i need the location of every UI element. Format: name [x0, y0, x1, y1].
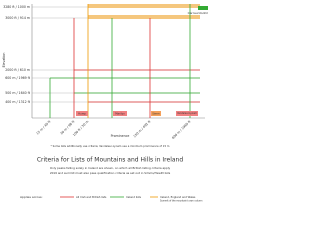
y-label: 2000 ft / 610 m	[5, 68, 30, 72]
criteria-lines: Carrauntoohil	[49, 4, 209, 118]
x-axis-title: Prominence	[111, 134, 130, 138]
peak-label: Carrauntoohil	[188, 11, 209, 15]
y-label: 3000 ft / 914 m	[5, 16, 30, 20]
diagram: Elevation 3280 ft / 1000 m 3000 ft / 914…	[2, 4, 209, 203]
legend: Applies across: All Irish and British li…	[20, 195, 203, 203]
y-label: 3280 ft / 1000 m	[3, 5, 30, 9]
legend-label: Ireland lists	[126, 195, 142, 199]
list-label: Marilyn	[115, 112, 125, 116]
peak-marker	[198, 6, 208, 10]
y-label: 500 m / 1640 ft	[5, 91, 30, 95]
y-axis-title: Elevation	[2, 53, 6, 68]
list-label: Simm	[152, 112, 160, 116]
legend-label: Ireland, England and Wales	[160, 195, 196, 199]
tag	[113, 111, 127, 116]
legend-label: Summit of the mountain's own column	[160, 200, 203, 203]
band	[88, 15, 200, 19]
band	[88, 4, 200, 8]
title: Criteria for Lists of Mountains and Hill…	[37, 157, 184, 164]
list-label: Vandeleur-Lynam	[177, 112, 198, 115]
legend-label: All Irish and British lists	[76, 195, 107, 199]
list-label: Hump	[78, 112, 86, 116]
list-tags: Hump Marilyn Simm Vandeleur-Lynam	[76, 111, 198, 116]
y-labels: 3280 ft / 1000 m 3000 ft / 914 m 2000 ft…	[3, 5, 31, 104]
subtitle: Only peaks falling solely in Ireland are…	[50, 166, 171, 170]
tag	[76, 111, 88, 116]
tag	[176, 111, 198, 116]
y-label: 400 m / 1312 ft	[5, 100, 30, 104]
legend-heading: Applies across:	[20, 195, 43, 199]
subtitle: 2019 and summit must also pass qualifica…	[50, 171, 171, 175]
footnote: * Some lists additionally use criteria; …	[51, 144, 170, 148]
y-label: 600 m / 1969 ft	[5, 76, 30, 80]
tag	[151, 111, 161, 116]
